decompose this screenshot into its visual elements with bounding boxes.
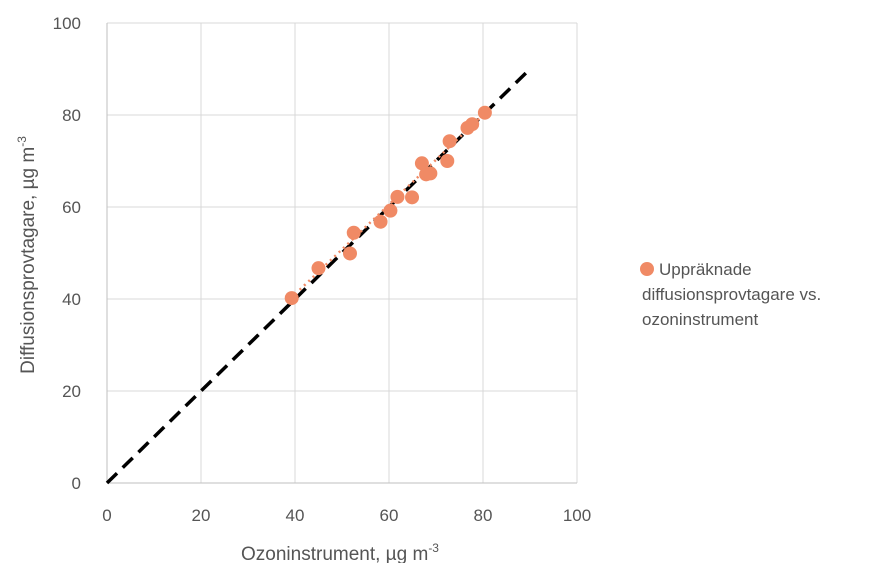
data-point (383, 203, 398, 218)
data-point (390, 189, 405, 204)
data-point (346, 225, 361, 240)
data-point (414, 156, 429, 171)
data-points (284, 105, 492, 306)
y-tick-labels: 0 20 40 60 80 100 (53, 14, 81, 493)
reference-line-group (105, 67, 532, 485)
grid-lines (107, 22, 578, 483)
data-point (477, 105, 492, 120)
x-tick-label: 60 (380, 506, 399, 525)
legend-label-line-2: diffusionsprovtagare vs. (642, 285, 821, 304)
reference-line (105, 67, 532, 485)
data-point (311, 261, 326, 276)
data-point (342, 246, 357, 261)
y-tick-label: 40 (62, 290, 81, 309)
legend-marker (640, 262, 654, 276)
data-point (373, 214, 388, 229)
y-tick-label: 80 (62, 106, 81, 125)
data-point (442, 134, 457, 149)
data-point (465, 117, 480, 132)
x-tick-label: 80 (474, 506, 493, 525)
legend: Uppräknade diffusionsprovtagare vs. ozon… (640, 260, 821, 329)
x-tick-labels: 0 20 40 60 80 100 (102, 506, 591, 525)
x-tick-label: 0 (102, 506, 111, 525)
data-point (405, 190, 420, 205)
x-axis-title: Ozoninstrument, µg m-3 (241, 541, 439, 563)
axes (106, 23, 577, 484)
x-tick-label: 20 (192, 506, 211, 525)
x-tick-label: 100 (563, 506, 591, 525)
data-point (440, 154, 455, 168)
trend-line (298, 111, 487, 291)
data-point (423, 166, 438, 181)
y-tick-label: 20 (62, 382, 81, 401)
legend-label-line-3: ozoninstrument (642, 310, 759, 329)
x-tick-label: 40 (286, 506, 305, 525)
legend-label-line-1: Uppräknade (659, 260, 752, 279)
y-tick-label: 0 (72, 474, 81, 493)
y-axis-title: Diffusionsprovtagare, µg m-3 (15, 136, 39, 374)
y-tick-label: 100 (53, 14, 81, 33)
data-point (284, 291, 299, 306)
y-tick-label: 60 (62, 198, 81, 217)
trend-line-group (298, 111, 487, 291)
